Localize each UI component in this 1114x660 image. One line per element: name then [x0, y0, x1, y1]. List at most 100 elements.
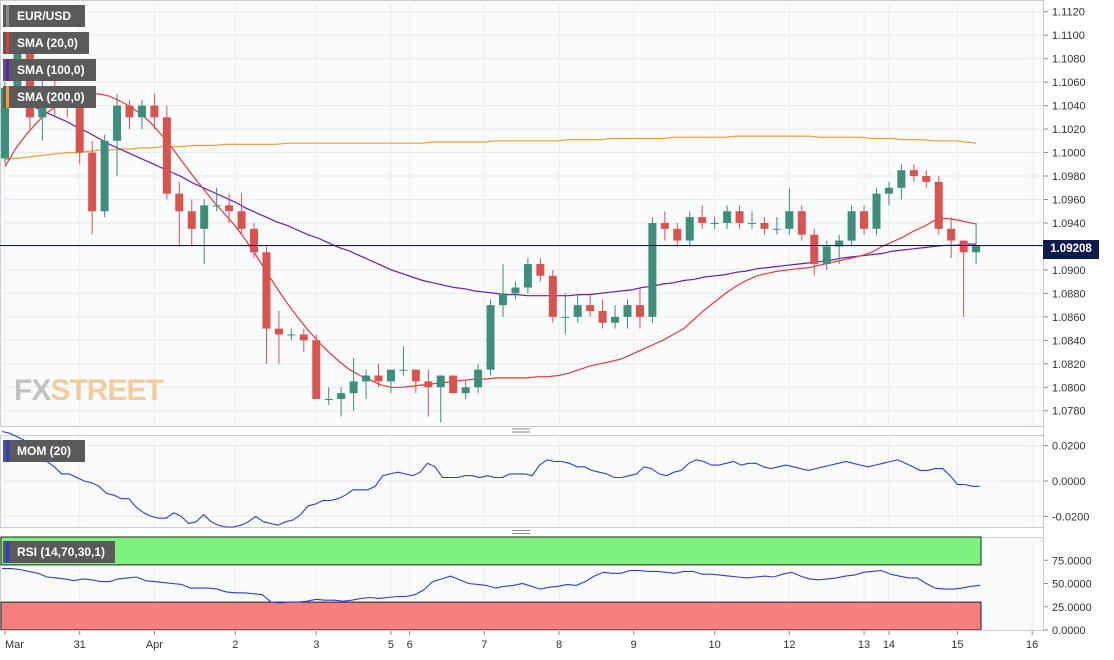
- candle-body: [698, 217, 707, 223]
- price-tick-label: 1.0900: [1052, 265, 1086, 277]
- momentum-label-text: MOM (20): [17, 444, 71, 458]
- panel-frame-0: [0, 0, 1044, 427]
- rsi-label: RSI (14,70,30,1): [3, 541, 115, 563]
- sma100-swatch: [6, 59, 9, 81]
- price-tick-label: 1.0820: [1052, 359, 1086, 371]
- candle-body: [748, 222, 756, 224]
- candle-body: [623, 305, 632, 317]
- candle-body: [673, 228, 682, 241]
- rsi-overbought-zone: [0, 536, 982, 566]
- symbol-swatch: [6, 5, 9, 27]
- candle-body: [175, 193, 184, 212]
- candle-body: [150, 105, 159, 118]
- x-tick-label: 2: [232, 639, 238, 651]
- candle-body: [324, 399, 333, 401]
- price-tick-label: 1.0940: [1052, 218, 1086, 230]
- price-tick-label: 1.1020: [1052, 124, 1086, 136]
- symbol-text: EUR/USD: [17, 9, 72, 23]
- sma200-label-text: SMA (200,0): [17, 90, 85, 104]
- candle-body: [299, 334, 308, 341]
- x-tick-label: 5: [388, 639, 394, 651]
- candle-body: [548, 275, 557, 317]
- price-tick-label: 1.0780: [1052, 406, 1086, 418]
- momentum-line: [1, 430, 980, 528]
- candle-body: [884, 187, 893, 194]
- candle-body: [648, 222, 657, 317]
- price-tick-label: 1.0800: [1052, 382, 1086, 394]
- x-tick-label: Apr: [146, 639, 163, 651]
- momentum-swatch: [6, 440, 9, 462]
- sma20-label: SMA (20,0): [3, 32, 89, 54]
- candle-body: [113, 105, 122, 141]
- candle-body: [100, 140, 109, 212]
- sma20-swatch: [6, 32, 9, 54]
- candle-body: [635, 305, 644, 317]
- candle-body: [212, 205, 221, 207]
- rsi-tick-label: 0.0000: [1052, 625, 1086, 637]
- momentum-label: MOM (20): [3, 440, 85, 462]
- x-tick-label: 8: [556, 639, 562, 651]
- x-tick-label: 31: [74, 639, 86, 651]
- momentum-tick-label: 0.0200: [1052, 441, 1086, 453]
- candle-body: [486, 305, 495, 370]
- candle-body: [436, 375, 445, 388]
- candle-body: [424, 381, 433, 388]
- candle-body: [337, 393, 346, 400]
- sma20-label-text: SMA (20,0): [17, 36, 78, 50]
- sma200-label: SMA (200,0): [3, 86, 96, 108]
- candle-body: [723, 211, 732, 223]
- price-tick-label: 1.0840: [1052, 335, 1086, 347]
- candle-body: [225, 205, 234, 212]
- candle-body: [75, 105, 84, 153]
- candle-body: [797, 211, 806, 235]
- sma100-label: SMA (100,0): [3, 59, 96, 81]
- candle-body: [362, 375, 371, 382]
- candle-body: [847, 211, 856, 241]
- candle-body: [200, 205, 209, 229]
- candle-body: [262, 252, 271, 329]
- candle-body: [523, 264, 532, 288]
- candle-body: [934, 181, 943, 229]
- sma100-label-text: SMA (100,0): [17, 63, 85, 77]
- x-tick-label: 13: [858, 639, 870, 651]
- x-tick-label: 14: [883, 639, 895, 651]
- x-tick-label: 3: [313, 639, 319, 651]
- last-price-badge: 1.09208: [1043, 240, 1099, 259]
- candle-body: [785, 211, 794, 229]
- x-tick-label: 12: [783, 639, 795, 651]
- price-tick-label: 1.0980: [1052, 171, 1086, 183]
- candle-body: [685, 217, 694, 241]
- candle-body: [710, 222, 719, 224]
- price-tick-label: 1.0960: [1052, 195, 1086, 207]
- rsi-tick-label: 75.0000: [1052, 555, 1092, 567]
- candle-body: [162, 117, 171, 194]
- candle-body: [772, 228, 781, 230]
- candle-body: [250, 228, 258, 253]
- candle-body: [909, 170, 918, 177]
- price-tick-label: 1.1040: [1052, 101, 1086, 113]
- candle-body: [972, 245, 981, 253]
- x-tick-label: 16: [1026, 639, 1038, 651]
- rsi-label-text: RSI (14,70,30,1): [17, 545, 106, 559]
- candle-body: [760, 222, 769, 229]
- rsi-line: [2, 568, 981, 604]
- candle-body: [349, 381, 358, 394]
- candle-body: [586, 305, 595, 311]
- price-tick-label: 1.1100: [1052, 30, 1085, 42]
- candle-body: [959, 240, 968, 253]
- candle-body: [835, 240, 844, 247]
- candle-body: [399, 369, 408, 371]
- candle-body: [474, 369, 483, 388]
- candle-body: [860, 211, 869, 229]
- candle-body: [810, 234, 819, 265]
- candle-body: [374, 375, 383, 382]
- rsi-swatch: [6, 541, 9, 563]
- x-tick-label: 7: [481, 639, 487, 651]
- candle-body: [449, 375, 458, 394]
- rsi-oversold-zone: [0, 601, 982, 631]
- price-tick-label: 1.0880: [1052, 288, 1086, 300]
- x-tick-label: 15: [951, 639, 963, 651]
- candle-body: [561, 316, 570, 318]
- candle-body: [411, 369, 420, 382]
